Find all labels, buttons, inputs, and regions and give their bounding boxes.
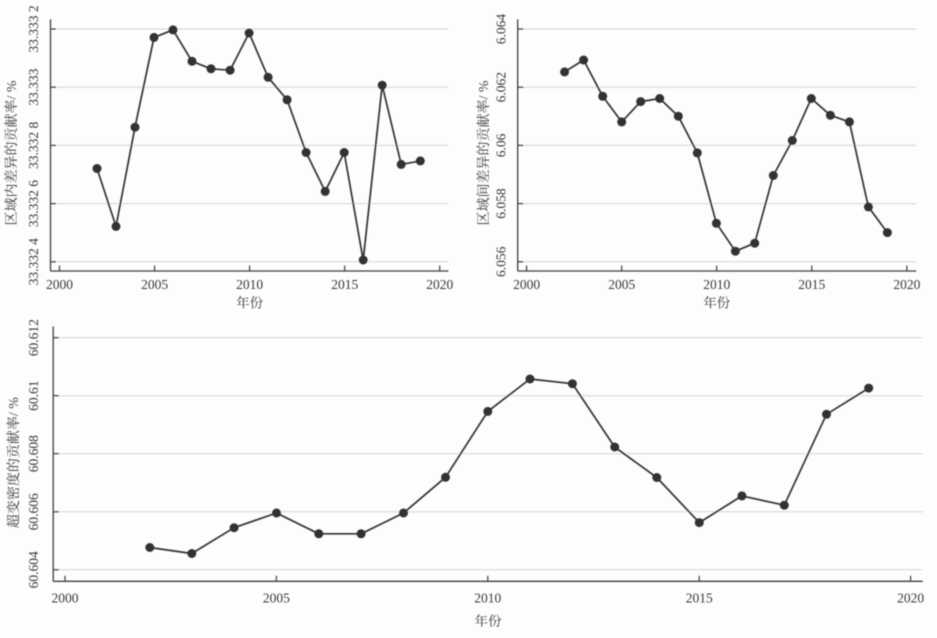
svg-text:6.056: 6.056 bbox=[493, 246, 508, 277]
svg-text:6.058: 6.058 bbox=[493, 188, 508, 219]
svg-text:33.333 2: 33.333 2 bbox=[26, 5, 41, 52]
svg-text:2000: 2000 bbox=[513, 277, 540, 292]
svg-text:2015: 2015 bbox=[798, 277, 825, 292]
svg-text:2015: 2015 bbox=[686, 591, 713, 606]
svg-text:2020: 2020 bbox=[426, 277, 453, 292]
svg-text:6.06: 6.06 bbox=[493, 133, 508, 157]
svg-text:60.61: 60.61 bbox=[26, 381, 41, 411]
svg-text:33.333: 33.333 bbox=[26, 68, 41, 105]
svg-text:/ %: / % bbox=[7, 397, 22, 416]
svg-text:2005: 2005 bbox=[608, 277, 635, 292]
svg-text:2020: 2020 bbox=[897, 591, 924, 606]
svg-text:2005: 2005 bbox=[141, 277, 168, 292]
svg-text:33.332 8: 33.332 8 bbox=[26, 122, 41, 170]
svg-text:60.604: 60.604 bbox=[26, 551, 41, 588]
svg-text:/ %: / % bbox=[5, 80, 20, 99]
svg-text:/ %: / % bbox=[477, 80, 492, 99]
svg-text:2015: 2015 bbox=[331, 277, 358, 292]
svg-text:2010: 2010 bbox=[703, 277, 730, 292]
svg-text:6.062: 6.062 bbox=[493, 72, 508, 102]
svg-text:2010: 2010 bbox=[236, 277, 263, 292]
svg-text:2020: 2020 bbox=[893, 277, 920, 292]
svg-text:33.332 6: 33.332 6 bbox=[26, 180, 41, 228]
svg-text:60.612: 60.612 bbox=[26, 319, 41, 356]
svg-text:2000: 2000 bbox=[52, 591, 79, 606]
svg-text:2000: 2000 bbox=[46, 277, 73, 292]
svg-text:60.608: 60.608 bbox=[26, 435, 41, 472]
svg-text:33.332 4: 33.332 4 bbox=[26, 238, 41, 286]
svg-text:2010: 2010 bbox=[474, 591, 501, 606]
svg-text:60.606: 60.606 bbox=[26, 493, 41, 530]
svg-text:2005: 2005 bbox=[263, 591, 290, 606]
svg-text:6.064: 6.064 bbox=[493, 14, 508, 45]
